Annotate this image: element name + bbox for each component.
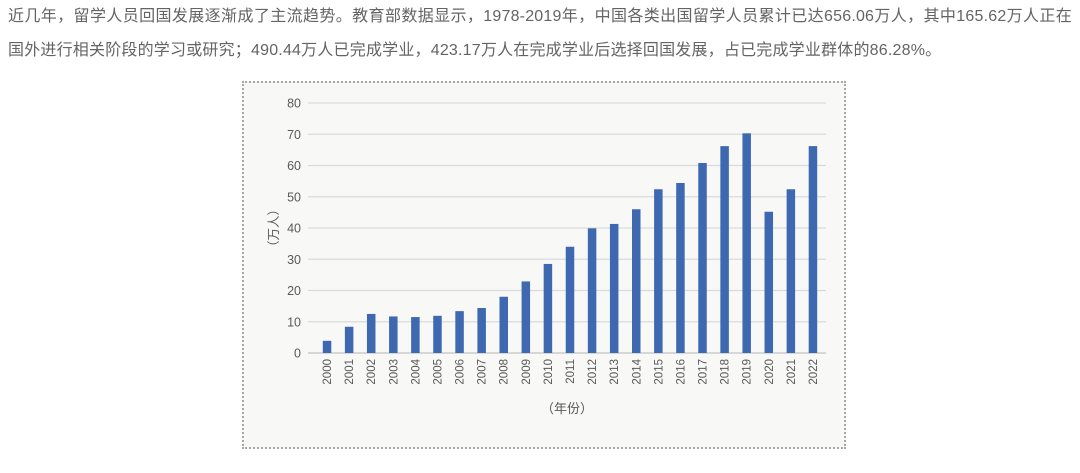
bar-2022 [808,146,818,353]
x-tick-label: 2006 [455,359,467,385]
y-tick-label: 40 [287,222,301,236]
bar-2015 [654,189,663,353]
y-tick-label: 50 [287,190,301,204]
bar-2013 [609,223,619,353]
bar-2011 [565,246,575,353]
x-tick-label: 2011 [565,359,577,384]
bar-2004 [411,317,420,353]
x-tick-label: 2008 [499,359,511,385]
x-tick-label: 2019 [742,359,754,385]
x-tick-label: 2003 [388,359,400,385]
bar-2006 [455,311,464,353]
y-tick-label: 80 [287,97,301,111]
bar-2018 [720,146,729,353]
bar-2008 [499,296,508,353]
bar-2007 [477,308,486,353]
bar-2016 [676,183,685,353]
bar-2021 [786,189,796,353]
bar-2009 [521,281,531,353]
y-tick-label: 20 [287,284,301,298]
x-tick-label: 2016 [675,359,687,385]
x-tick-label: 2010 [543,359,555,385]
x-tick-label: 2002 [366,359,378,385]
y-axis-title: （万人） [267,203,281,253]
bar-2002 [366,313,376,353]
bar-2019 [742,133,751,353]
x-tick-label: 2001 [344,359,356,385]
x-tick-label: 2021 [786,359,798,385]
y-tick-label: 70 [287,128,301,142]
x-tick-label: 2020 [764,359,776,385]
x-tick-label: 2004 [410,358,422,384]
y-tick-label: 10 [287,315,301,329]
x-tick-label: 2009 [521,359,533,385]
bar-2017 [698,163,707,353]
x-tick-label: 2022 [808,359,820,385]
y-tick-label: 0 [294,347,301,361]
x-tick-label: 2014 [631,358,643,384]
x-tick-label: 2013 [609,359,621,385]
x-axis-title: （年份） [541,401,593,416]
y-tick-label: 30 [287,253,301,267]
bar-2000 [322,340,332,353]
intro-paragraph: 近几年，留学人员回国发展逐渐成了主流趋势。教育部数据显示，1978-2019年，… [8,8,1072,59]
x-tick-label: 2017 [698,359,710,385]
chart-panel: 0 10 20 30 40 50 60 70 80 2000 2001 2002 2003 2004 200… [242,81,846,449]
x-tick-label: 2007 [477,359,489,385]
bar-2003 [389,316,398,353]
x-tick-label: 2015 [653,359,665,385]
bar-2001 [344,326,354,353]
x-tick-label: 2012 [587,359,599,385]
x-tick-label: 2000 [322,359,334,385]
bar-2012 [587,228,597,353]
y-tick-label: 60 [287,159,301,173]
x-tick-label: 2005 [432,359,444,385]
bar-chart: 0 10 20 30 40 50 60 70 80 2000 2001 2002 2003 2004 200… [267,97,826,416]
bar-2005 [433,315,442,353]
bar-2014 [632,209,641,353]
bar-2020 [764,211,774,353]
x-tick-label: 2018 [720,359,732,385]
bar-2010 [543,263,553,353]
